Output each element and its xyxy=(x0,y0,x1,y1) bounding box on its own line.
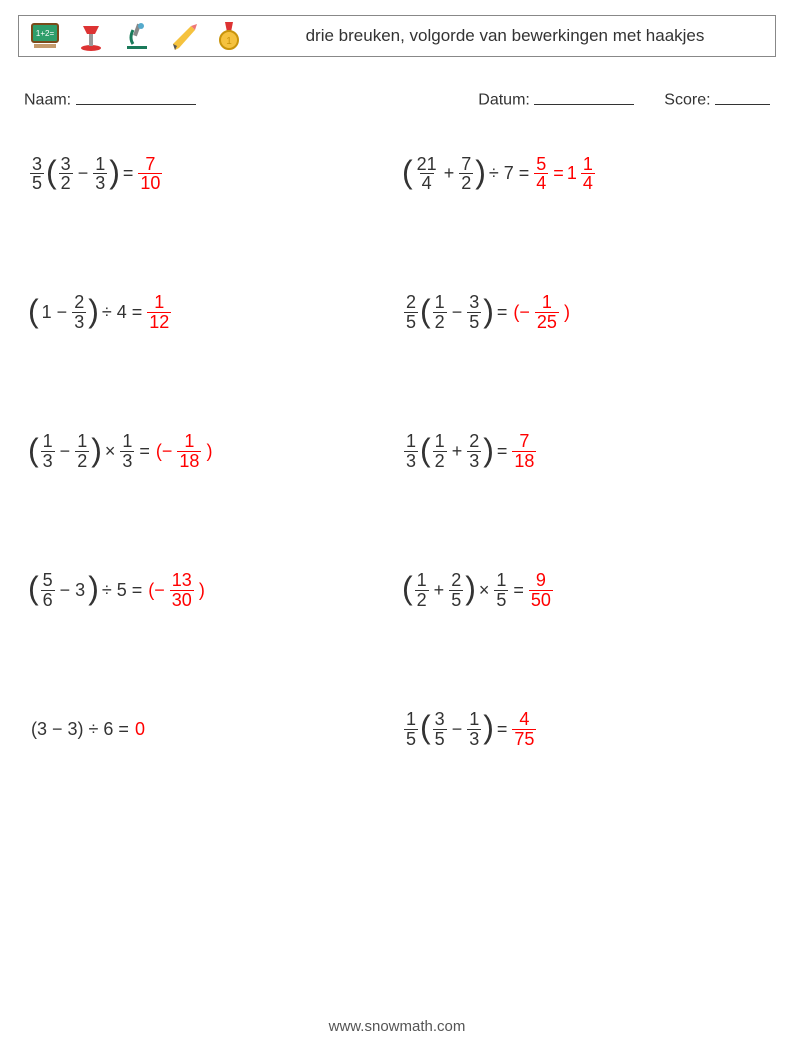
problem-expression: (3 − 3) ÷ 6 = xyxy=(28,719,132,740)
problem-answer: 0 xyxy=(132,719,148,740)
problem-answer: 950 xyxy=(527,571,555,610)
problem-expression: 35(32−13)= xyxy=(28,155,136,194)
name-field: Naam: xyxy=(24,87,478,110)
svg-text:1+2=: 1+2= xyxy=(36,29,55,38)
problem-answer: (−118) xyxy=(153,432,216,471)
problem: (56− 3)÷ 5 =(−1330) xyxy=(28,571,392,610)
name-label: Naam: xyxy=(24,92,71,109)
date-blank[interactable] xyxy=(534,87,634,105)
desk-lamp-icon xyxy=(75,20,107,52)
worksheet-title: drie breuken, volgorde van bewerkingen m… xyxy=(245,26,765,46)
problem-expression: 15(35−13)= xyxy=(402,710,510,749)
pencil-icon xyxy=(167,20,199,52)
problem: 13(12+23)=718 xyxy=(402,432,766,471)
problem-expression: (13−12)×13= xyxy=(28,432,153,471)
score-field: Score: xyxy=(664,87,770,110)
problem-expression: (56− 3)÷ 5 = xyxy=(28,571,145,610)
problem: (12+25)×15=950 xyxy=(402,571,766,610)
problem: 35(32−13)=710 xyxy=(28,155,392,194)
problem: 15(35−13)=475 xyxy=(402,710,766,749)
problem: (1 −23)÷ 4 =112 xyxy=(28,293,392,332)
problem: (13−12)×13=(−118) xyxy=(28,432,392,471)
medal-icon: 1 xyxy=(213,20,245,52)
chalkboard-icon: 1+2= xyxy=(29,20,61,52)
problem-answer: (−1330) xyxy=(145,571,208,610)
problems-grid: 35(32−13)=710 (214+72)÷ 7 =54=114 (1 −23)÷… xyxy=(18,155,776,749)
problem-answer: (−125) xyxy=(510,293,573,332)
problem-answer: 718 xyxy=(510,432,538,471)
footer-credit: www.snowmath.com xyxy=(0,1018,794,1035)
date-label: Datum: xyxy=(478,92,530,109)
problem: (214+72)÷ 7 =54=114 xyxy=(402,155,766,194)
problem: 25(12−35)=(−125) xyxy=(402,293,766,332)
worksheet-page: 1+2= 1 drie breuken, volgorde van bewerk… xyxy=(0,0,794,1053)
problem-expression: (12+25)×15= xyxy=(402,571,527,610)
problem-expression: 13(12+23)= xyxy=(402,432,510,471)
svg-text:1: 1 xyxy=(226,36,232,47)
name-blank[interactable] xyxy=(76,87,196,105)
score-blank[interactable] xyxy=(715,87,770,105)
problem-answer: 475 xyxy=(510,710,538,749)
header-icons: 1+2= 1 xyxy=(29,20,245,52)
problem-expression: (1 −23)÷ 4 = xyxy=(28,293,145,332)
info-row: Naam: Datum: Score: xyxy=(18,87,776,110)
date-field: Datum: xyxy=(478,87,634,110)
score-label: Score: xyxy=(664,92,710,109)
problem-expression: 25(12−35)= xyxy=(402,293,510,332)
header: 1+2= 1 drie breuken, volgorde van bewerk… xyxy=(18,15,776,57)
problem: (3 − 3) ÷ 6 =0 xyxy=(28,710,392,749)
problem-expression: (214+72)÷ 7 = xyxy=(402,155,532,194)
problem-answer: 710 xyxy=(136,155,164,194)
microscope-icon xyxy=(121,20,153,52)
problem-answer: 112 xyxy=(145,293,173,332)
problem-answer: 54=114 xyxy=(532,155,597,194)
